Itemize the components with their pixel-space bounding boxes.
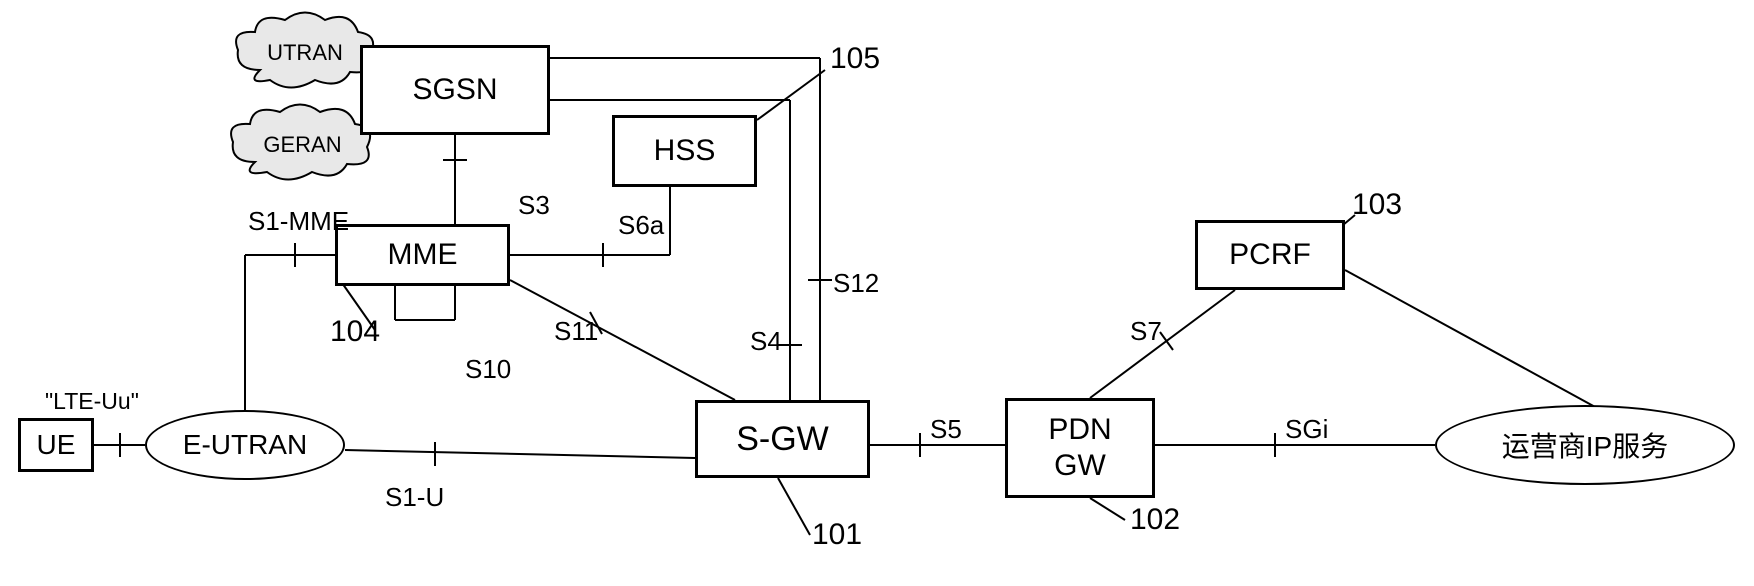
s5-label: S5 [930,414,962,445]
callout-103: 103 [1352,188,1402,222]
operator-node: 运营商IP服务 [1435,405,1735,485]
callout-102: 102 [1130,503,1180,537]
geran-cloud: GERAN [225,100,380,190]
callout-105: 105 [830,42,880,76]
pdngw-label: PDN GW [1048,412,1111,484]
lte-uu-label: "LTE-Uu" [45,388,139,415]
callout-101: 101 [812,518,862,552]
s12-label: S12 [833,268,879,299]
sgw-label: S-GW [736,420,829,459]
pcrf-label: PCRF [1229,238,1311,272]
s7-label: S7 [1130,316,1162,347]
ue-label: UE [37,429,76,461]
s10-label: S10 [465,354,511,385]
s1-mme-label: S1-MME [248,206,349,237]
hss-node: HSS [612,115,757,187]
utran-cloud: UTRAN [230,10,380,95]
eutran-node: E-UTRAN [145,410,345,480]
hss-label: HSS [654,134,716,168]
s3-label: S3 [518,190,550,221]
mme-node: MME [335,224,510,286]
pdngw-node: PDN GW [1005,398,1155,498]
eutran-label: E-UTRAN [183,429,307,461]
s1-u-label: S1-U [385,482,444,513]
s6a-label: S6a [618,210,664,241]
mme-label: MME [388,238,458,272]
sgi-label: SGi [1285,414,1328,445]
sgsn-label: SGSN [412,73,497,107]
operator-label: 运营商IP服务 [1502,425,1668,465]
geran-label: GERAN [263,132,341,158]
network-diagram: UTRAN GERAN UE E-UTRAN SGSN HSS MME S-GW… [0,0,1754,586]
ue-node: UE [18,418,94,472]
s4-label: S4 [750,326,782,357]
sgw-node: S-GW [695,400,870,478]
callout-104: 104 [330,315,380,349]
sgsn-node: SGSN [360,45,550,135]
s11-label: S11 [554,316,598,347]
pcrf-node: PCRF [1195,220,1345,290]
utran-label: UTRAN [267,40,343,66]
